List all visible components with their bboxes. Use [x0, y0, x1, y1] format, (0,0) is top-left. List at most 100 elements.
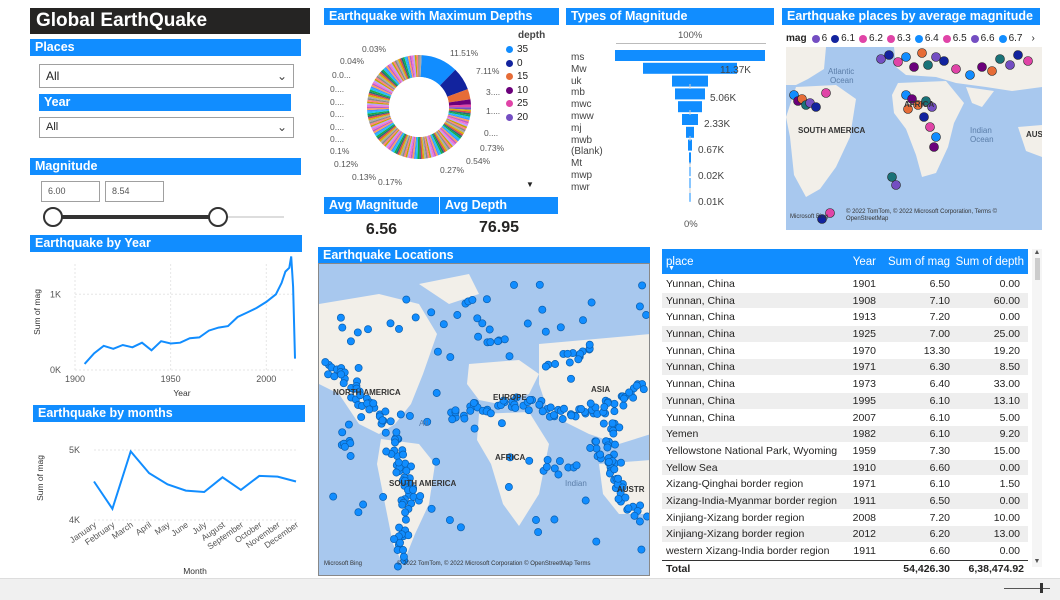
- map-point[interactable]: [1013, 50, 1023, 60]
- map-point[interactable]: [470, 424, 479, 433]
- map-point[interactable]: [353, 328, 362, 337]
- funnel-bar[interactable]: [689, 165, 691, 177]
- map-point[interactable]: [523, 319, 532, 328]
- donut-slice[interactable]: [424, 136, 430, 159]
- donut-slice[interactable]: [445, 120, 466, 132]
- map-point[interactable]: [453, 311, 462, 319]
- donut-slice[interactable]: [372, 81, 393, 94]
- donut-slice[interactable]: [369, 115, 391, 124]
- map-point[interactable]: [399, 552, 408, 561]
- map-point[interactable]: [369, 399, 378, 408]
- map-point[interactable]: [506, 453, 515, 462]
- magnitude-slider-min-handle[interactable]: [43, 207, 63, 227]
- map-point[interactable]: [987, 66, 997, 76]
- donut-slice[interactable]: [368, 114, 391, 123]
- map-point[interactable]: [402, 466, 411, 475]
- donut-slice[interactable]: [411, 55, 416, 78]
- map-point[interactable]: [398, 500, 407, 509]
- map-point[interactable]: [643, 512, 651, 521]
- map-point[interactable]: [556, 323, 565, 332]
- map-point[interactable]: [473, 314, 482, 323]
- map-point[interactable]: [391, 438, 399, 447]
- donut-slice[interactable]: [367, 106, 390, 109]
- map-point[interactable]: [396, 538, 404, 547]
- map-point[interactable]: [917, 48, 927, 58]
- avg-map-legend-item[interactable]: 6.6: [970, 33, 995, 44]
- map-point[interactable]: [346, 337, 355, 346]
- donut-slice[interactable]: [372, 120, 393, 132]
- map-point[interactable]: [604, 457, 613, 466]
- donut-slice[interactable]: [447, 115, 469, 124]
- funnel-bar[interactable]: [615, 50, 765, 61]
- donut-slice[interactable]: [442, 125, 461, 141]
- table-row[interactable]: Yunnan, China 1908 7.10 60.00: [662, 292, 1028, 310]
- map-point[interactable]: [550, 464, 559, 473]
- donut-slice[interactable]: [441, 126, 460, 142]
- map-point[interactable]: [500, 335, 509, 344]
- donut-legend-item[interactable]: 20: [506, 111, 560, 125]
- table-row[interactable]: Yellow Sea 1910 6.60 0.00: [662, 459, 1028, 477]
- map-point[interactable]: [427, 308, 436, 317]
- map-point[interactable]: [340, 442, 349, 451]
- map-point[interactable]: [478, 319, 487, 328]
- donut-slice[interactable]: [425, 136, 432, 158]
- donut-slice[interactable]: [445, 119, 467, 130]
- donut-slice[interactable]: [438, 129, 455, 147]
- map-point[interactable]: [579, 316, 587, 325]
- donut-slice[interactable]: [433, 132, 446, 153]
- avg-map-legend-item[interactable]: 6.3: [886, 33, 911, 44]
- map-point[interactable]: [931, 52, 941, 62]
- donut-slice[interactable]: [382, 69, 399, 86]
- donut-slice[interactable]: [435, 131, 449, 151]
- map-point[interactable]: [592, 437, 601, 446]
- year-series-line[interactable]: [83, 256, 296, 365]
- map-point[interactable]: [565, 358, 574, 367]
- year-line-chart[interactable]: 1K 0K 1900 1950 2000 Year Sum of mag: [30, 252, 302, 400]
- donut-slice[interactable]: [405, 56, 413, 78]
- map-point[interactable]: [379, 492, 388, 501]
- map-point[interactable]: [821, 88, 831, 98]
- map-point[interactable]: [329, 492, 338, 501]
- map-point[interactable]: [965, 70, 975, 80]
- table-row[interactable]: Yellowstone National Park, Wyoming 1959 7.…: [662, 443, 1028, 460]
- map-point[interactable]: [524, 406, 533, 415]
- donut-slice[interactable]: [432, 133, 445, 154]
- donut-slice[interactable]: [374, 78, 394, 92]
- donut-slice[interactable]: [434, 132, 448, 152]
- donut-slice[interactable]: [420, 55, 456, 86]
- donut-slice[interactable]: [417, 136, 420, 159]
- donut-slice[interactable]: [426, 135, 434, 158]
- donut-slice[interactable]: [387, 64, 402, 84]
- table-row[interactable]: Yunnan, China 1913 7.20 0.00: [662, 309, 1028, 327]
- donut-slice[interactable]: [448, 108, 471, 112]
- map-point[interactable]: [526, 395, 534, 404]
- map-point[interactable]: [951, 64, 961, 74]
- donut-slice[interactable]: [448, 104, 471, 108]
- map-point[interactable]: [614, 494, 623, 503]
- donut-slice[interactable]: [423, 136, 428, 159]
- map-point[interactable]: [624, 504, 633, 513]
- map-point[interactable]: [921, 96, 931, 106]
- map-point[interactable]: [337, 370, 346, 379]
- donut-slice[interactable]: [442, 124, 462, 139]
- donut-slice[interactable]: [367, 99, 390, 104]
- map-point[interactable]: [901, 52, 911, 62]
- map-point[interactable]: [555, 457, 564, 466]
- donut-slice[interactable]: [391, 132, 404, 152]
- map-point[interactable]: [600, 403, 609, 411]
- map-point[interactable]: [460, 414, 469, 423]
- map-point[interactable]: [586, 399, 595, 408]
- donut-slice[interactable]: [410, 136, 416, 159]
- donut-slice[interactable]: [431, 133, 443, 155]
- donut-slice[interactable]: [443, 123, 463, 138]
- magnitude-min-input[interactable]: 6.00: [41, 181, 100, 202]
- map-point[interactable]: [632, 381, 641, 390]
- map-point[interactable]: [493, 337, 502, 346]
- map-point[interactable]: [541, 362, 550, 371]
- donut-slice[interactable]: [402, 135, 411, 157]
- donut-slice[interactable]: [399, 58, 409, 80]
- map-point[interactable]: [599, 419, 608, 428]
- map-point[interactable]: [567, 374, 575, 383]
- donut-slice[interactable]: [447, 114, 470, 122]
- map-point[interactable]: [354, 508, 363, 517]
